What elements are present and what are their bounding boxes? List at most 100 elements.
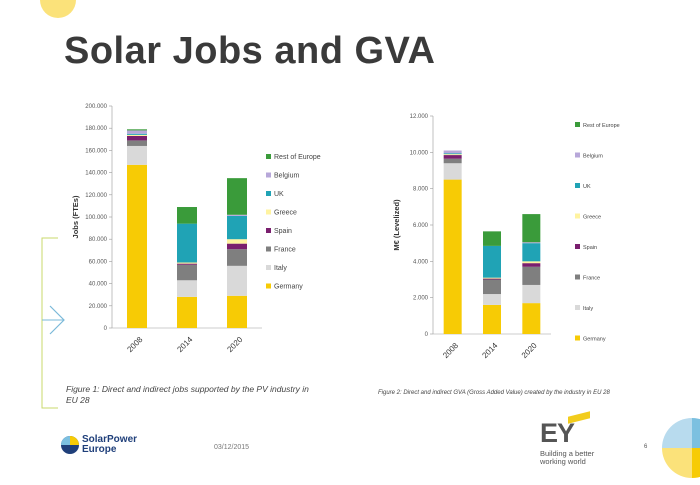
bar-italy-2020: [522, 284, 541, 304]
legend-swatch-rest-of-europe: [575, 122, 580, 127]
legend-swatch-italy: [266, 265, 271, 270]
legend-swatch-belgium: [266, 172, 271, 178]
x-tick-label: 2020: [520, 341, 539, 360]
bar-greece-2020: [522, 261, 541, 264]
bar-rest-of-europe-2020: [522, 214, 541, 243]
bar-greece-2008: [127, 134, 147, 136]
legend-swatch-spain: [575, 244, 580, 249]
legend-swatch-uk: [575, 183, 580, 188]
legend-label-rest-of-europe: Rest of Europe: [583, 123, 620, 129]
legend-label-germany: Germany: [274, 284, 303, 291]
legend-swatch-germany: [575, 335, 580, 341]
bar-uk-2008: [127, 133, 147, 135]
gva-chart: 0 2.000 4.000 6.000 8.000 10.000 12.000 M€ (Lev…: [392, 114, 620, 360]
x-tick-label: 2008: [125, 335, 144, 354]
bar-rest-of-europe-2008: [127, 129, 147, 131]
y-tick-label: 20.000: [89, 304, 108, 310]
y-tick-label: 6.000: [413, 223, 429, 229]
y-tick-label: 60.000: [89, 259, 108, 265]
bar-uk-2020: [227, 215, 247, 240]
bar-spain-2008: [127, 135, 147, 141]
legend-label-italy: Italy: [583, 306, 593, 312]
y-tick-label: 200.000: [85, 104, 107, 110]
left-bracket-decoration-icon: [41, 237, 65, 409]
jobs-chart: 0 20.000 40.000 60.000 80.000 100.000 120.000 1…: [71, 104, 321, 354]
y-tick-label: 0: [425, 332, 429, 338]
bar-italy-2014: [177, 280, 197, 297]
y-tick-label: 120.000: [85, 193, 107, 199]
legend-label-spain: Spain: [274, 228, 292, 235]
legend-swatch-greece: [575, 213, 580, 219]
bar-italy-2008: [127, 145, 147, 165]
bar-germany-2008: [127, 164, 147, 328]
legend-swatch-greece: [266, 209, 271, 215]
legend-swatch-france: [575, 274, 580, 280]
bar-uk-2014: [483, 245, 501, 278]
bar-rest-of-europe-2014: [483, 231, 501, 246]
corner-decoration-icon: [40, 0, 76, 18]
y-tick-label: 2.000: [413, 296, 429, 302]
bar-belgium-2020: [522, 242, 541, 244]
x-tick-label: 2014: [175, 335, 194, 354]
ey-logo: EY Building a better working world: [540, 411, 620, 468]
logo-line-2: Europe: [82, 444, 117, 455]
logo-line-1: SolarPower: [82, 434, 138, 445]
y-tick-label: 10.000: [410, 150, 429, 156]
slide-date: 03/12/2015: [214, 444, 250, 451]
y-tick-label: 160.000: [85, 148, 107, 154]
legend-swatch-italy: [575, 305, 580, 310]
sun-logo-icon: [61, 436, 79, 454]
bar-france-2014: [177, 264, 197, 281]
bar-france-2008: [127, 140, 147, 146]
bar-greece-2020: [227, 239, 247, 244]
bar-greece-2014: [177, 262, 197, 264]
solarpower-europe-logo: SolarPower Europe: [60, 433, 150, 463]
y-tick-label: 80.000: [89, 237, 108, 243]
bar-germany-2008: [443, 179, 462, 334]
legend-label-belgium: Belgium: [274, 173, 299, 180]
y-tick-label: 180.000: [85, 126, 107, 132]
page-number: 6: [644, 444, 648, 450]
y-tick-label: 12.000: [410, 114, 429, 120]
ey-tagline-line-2: working world: [540, 457, 586, 466]
bar-belgium-2008: [443, 150, 462, 154]
y-axis-label: Jobs (FTEs): [71, 195, 80, 238]
bar-greece-2008: [443, 154, 462, 156]
legend-label-spain: Spain: [583, 245, 597, 251]
legend-label-france: France: [274, 247, 296, 254]
y-tick-label: 100.000: [85, 215, 107, 221]
bar-spain-2008: [443, 155, 462, 159]
bar-france-2014: [483, 279, 501, 295]
bar-rest-of-europe-2020: [227, 178, 247, 215]
ey-tagline: Building a better working world: [540, 450, 630, 466]
y-axis-label: M€ (Levelized): [392, 199, 401, 251]
bar-france-2020: [522, 266, 541, 285]
x-tick-label: 2008: [441, 341, 460, 360]
bar-uk-2008: [443, 153, 462, 155]
figure-2-caption: Figure 2: Direct and indirect GVA (Gross…: [378, 390, 610, 396]
legend-swatch-germany: [266, 283, 271, 289]
legend-label-italy: Italy: [274, 265, 287, 272]
bar-germany-2020: [227, 295, 247, 328]
bar-greece-2014: [483, 277, 501, 279]
y-tick-label: 40.000: [89, 282, 108, 288]
pie-decoration-icon: [662, 418, 700, 478]
bar-france-2020: [227, 249, 247, 266]
legend-label-france: France: [583, 276, 600, 282]
legend-label-greece: Greece: [274, 210, 297, 217]
legend-swatch-belgium: [575, 152, 580, 158]
y-tick-label: 0: [104, 326, 108, 332]
bar-spain-2020: [522, 263, 541, 267]
x-tick-label: 2014: [480, 341, 499, 360]
legend-label-germany: Germany: [583, 337, 606, 343]
legend-label-uk: UK: [583, 184, 591, 190]
figure-1-caption: Figure 1: Direct and indirect jobs suppo…: [66, 384, 309, 405]
bar-italy-2020: [227, 265, 247, 296]
legend-swatch-france: [266, 246, 271, 252]
legend-swatch-spain: [266, 228, 271, 233]
bar-germany-2014: [483, 304, 501, 334]
bar-germany-2014: [177, 296, 197, 328]
legend-label-belgium: Belgium: [583, 154, 603, 160]
legend-swatch-rest-of-europe: [266, 154, 271, 159]
legend-label-rest-of-europe: Rest of Europe: [274, 154, 321, 161]
